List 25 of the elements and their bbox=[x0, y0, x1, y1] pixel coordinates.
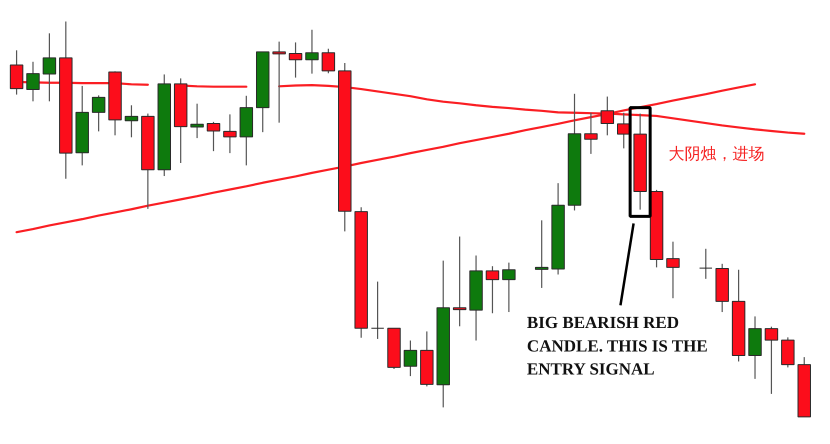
candlestick bbox=[370, 281, 384, 340]
candlestick bbox=[124, 104, 138, 138]
annotation: BIG BEARISH RED CANDLE. THIS IS THE ENTRY SIGNAL bbox=[526, 313, 708, 379]
candlestick bbox=[305, 29, 319, 74]
candlestick bbox=[502, 262, 516, 313]
candlestick bbox=[666, 241, 680, 299]
candlestick bbox=[486, 266, 500, 314]
candlestick bbox=[534, 220, 548, 289]
candlestick bbox=[584, 112, 598, 155]
candlestick bbox=[288, 42, 302, 78]
candlestick bbox=[452, 236, 466, 327]
candlestick bbox=[699, 248, 713, 280]
candlestick bbox=[42, 32, 56, 102]
candlestick bbox=[190, 103, 204, 139]
candlestick bbox=[206, 121, 220, 152]
candlestick bbox=[26, 61, 40, 102]
candlestick bbox=[92, 94, 106, 132]
candlestick bbox=[272, 41, 286, 124]
candlestick bbox=[404, 340, 418, 377]
candlestick bbox=[10, 50, 24, 96]
candlestick bbox=[600, 96, 614, 136]
annotation: 大阴烛，进场 bbox=[668, 144, 765, 164]
candlestick bbox=[764, 326, 778, 394]
candlestick bbox=[223, 114, 237, 154]
candlestick bbox=[322, 48, 336, 74]
